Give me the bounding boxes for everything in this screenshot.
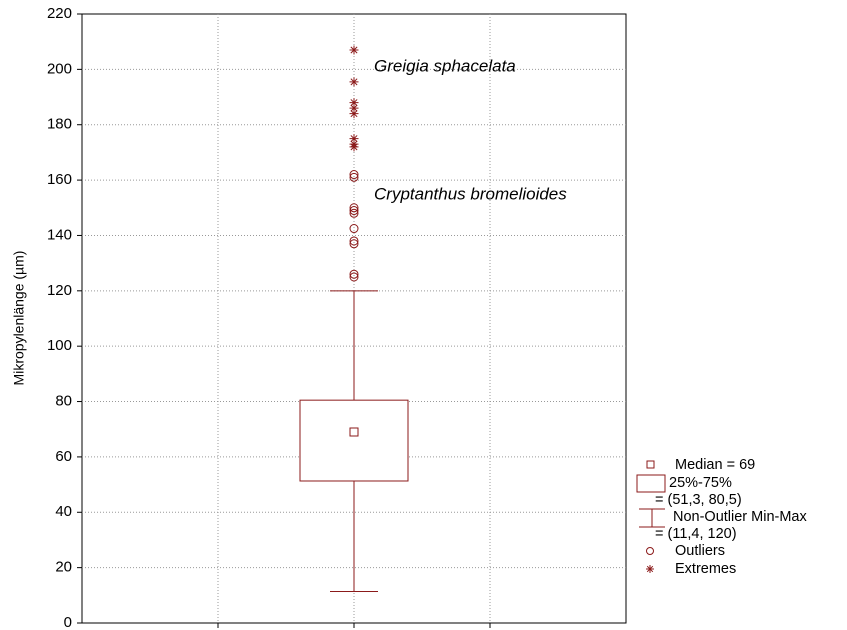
outlier <box>349 203 359 213</box>
y-tick-label: 60 <box>55 448 72 465</box>
outlier <box>349 206 359 216</box>
outlier <box>349 172 359 182</box>
y-tick-label: 120 <box>47 282 72 299</box>
legend-whisker <box>639 508 665 528</box>
legend-label: Extremes <box>675 561 736 577</box>
legend-label: = (11,4, 120) <box>655 526 737 542</box>
box <box>299 399 409 482</box>
y-tick-label: 160 <box>47 171 72 188</box>
outlier <box>349 272 359 282</box>
y-tick-label: 20 <box>55 559 72 576</box>
y-tick-label: 80 <box>55 393 72 410</box>
legend-label: 25%-75% <box>669 475 732 491</box>
extreme <box>349 134 359 144</box>
annotation: Greigia sphacelata <box>374 56 516 75</box>
legend-label: Median = 69 <box>675 457 755 473</box>
legend-label: Non-Outlier Min-Max <box>673 509 807 525</box>
extreme <box>349 98 359 108</box>
extreme <box>349 45 359 55</box>
outlier <box>349 239 359 249</box>
extreme <box>349 77 359 87</box>
outlier <box>349 170 359 180</box>
y-tick-label: 40 <box>55 503 72 520</box>
legend-extreme <box>646 565 654 573</box>
y-tick-label: 200 <box>47 60 72 77</box>
annotation: Cryptanthus bromelioides <box>374 184 567 203</box>
y-tick-label: 0 <box>64 614 72 630</box>
legend-box <box>636 474 666 493</box>
legend-outlier <box>646 547 654 555</box>
y-tick-label: 220 <box>47 5 72 22</box>
outlier <box>349 224 359 234</box>
median <box>349 427 359 437</box>
outlier <box>349 236 359 246</box>
y-tick-label: 100 <box>47 337 72 354</box>
extreme <box>349 103 359 113</box>
y-tick-label: 140 <box>47 226 72 243</box>
extreme <box>349 142 359 152</box>
y-tick-label: 180 <box>47 116 72 133</box>
legend-median <box>646 460 655 469</box>
legend-label: = (51,3, 80,5) <box>655 492 742 508</box>
x-ticks <box>217 623 491 628</box>
legend-label: Outliers <box>675 543 725 559</box>
y-axis-label: Mikropylenlänge (µm) <box>11 251 27 386</box>
outlier <box>349 208 359 218</box>
extreme <box>349 109 359 119</box>
outlier <box>349 269 359 279</box>
